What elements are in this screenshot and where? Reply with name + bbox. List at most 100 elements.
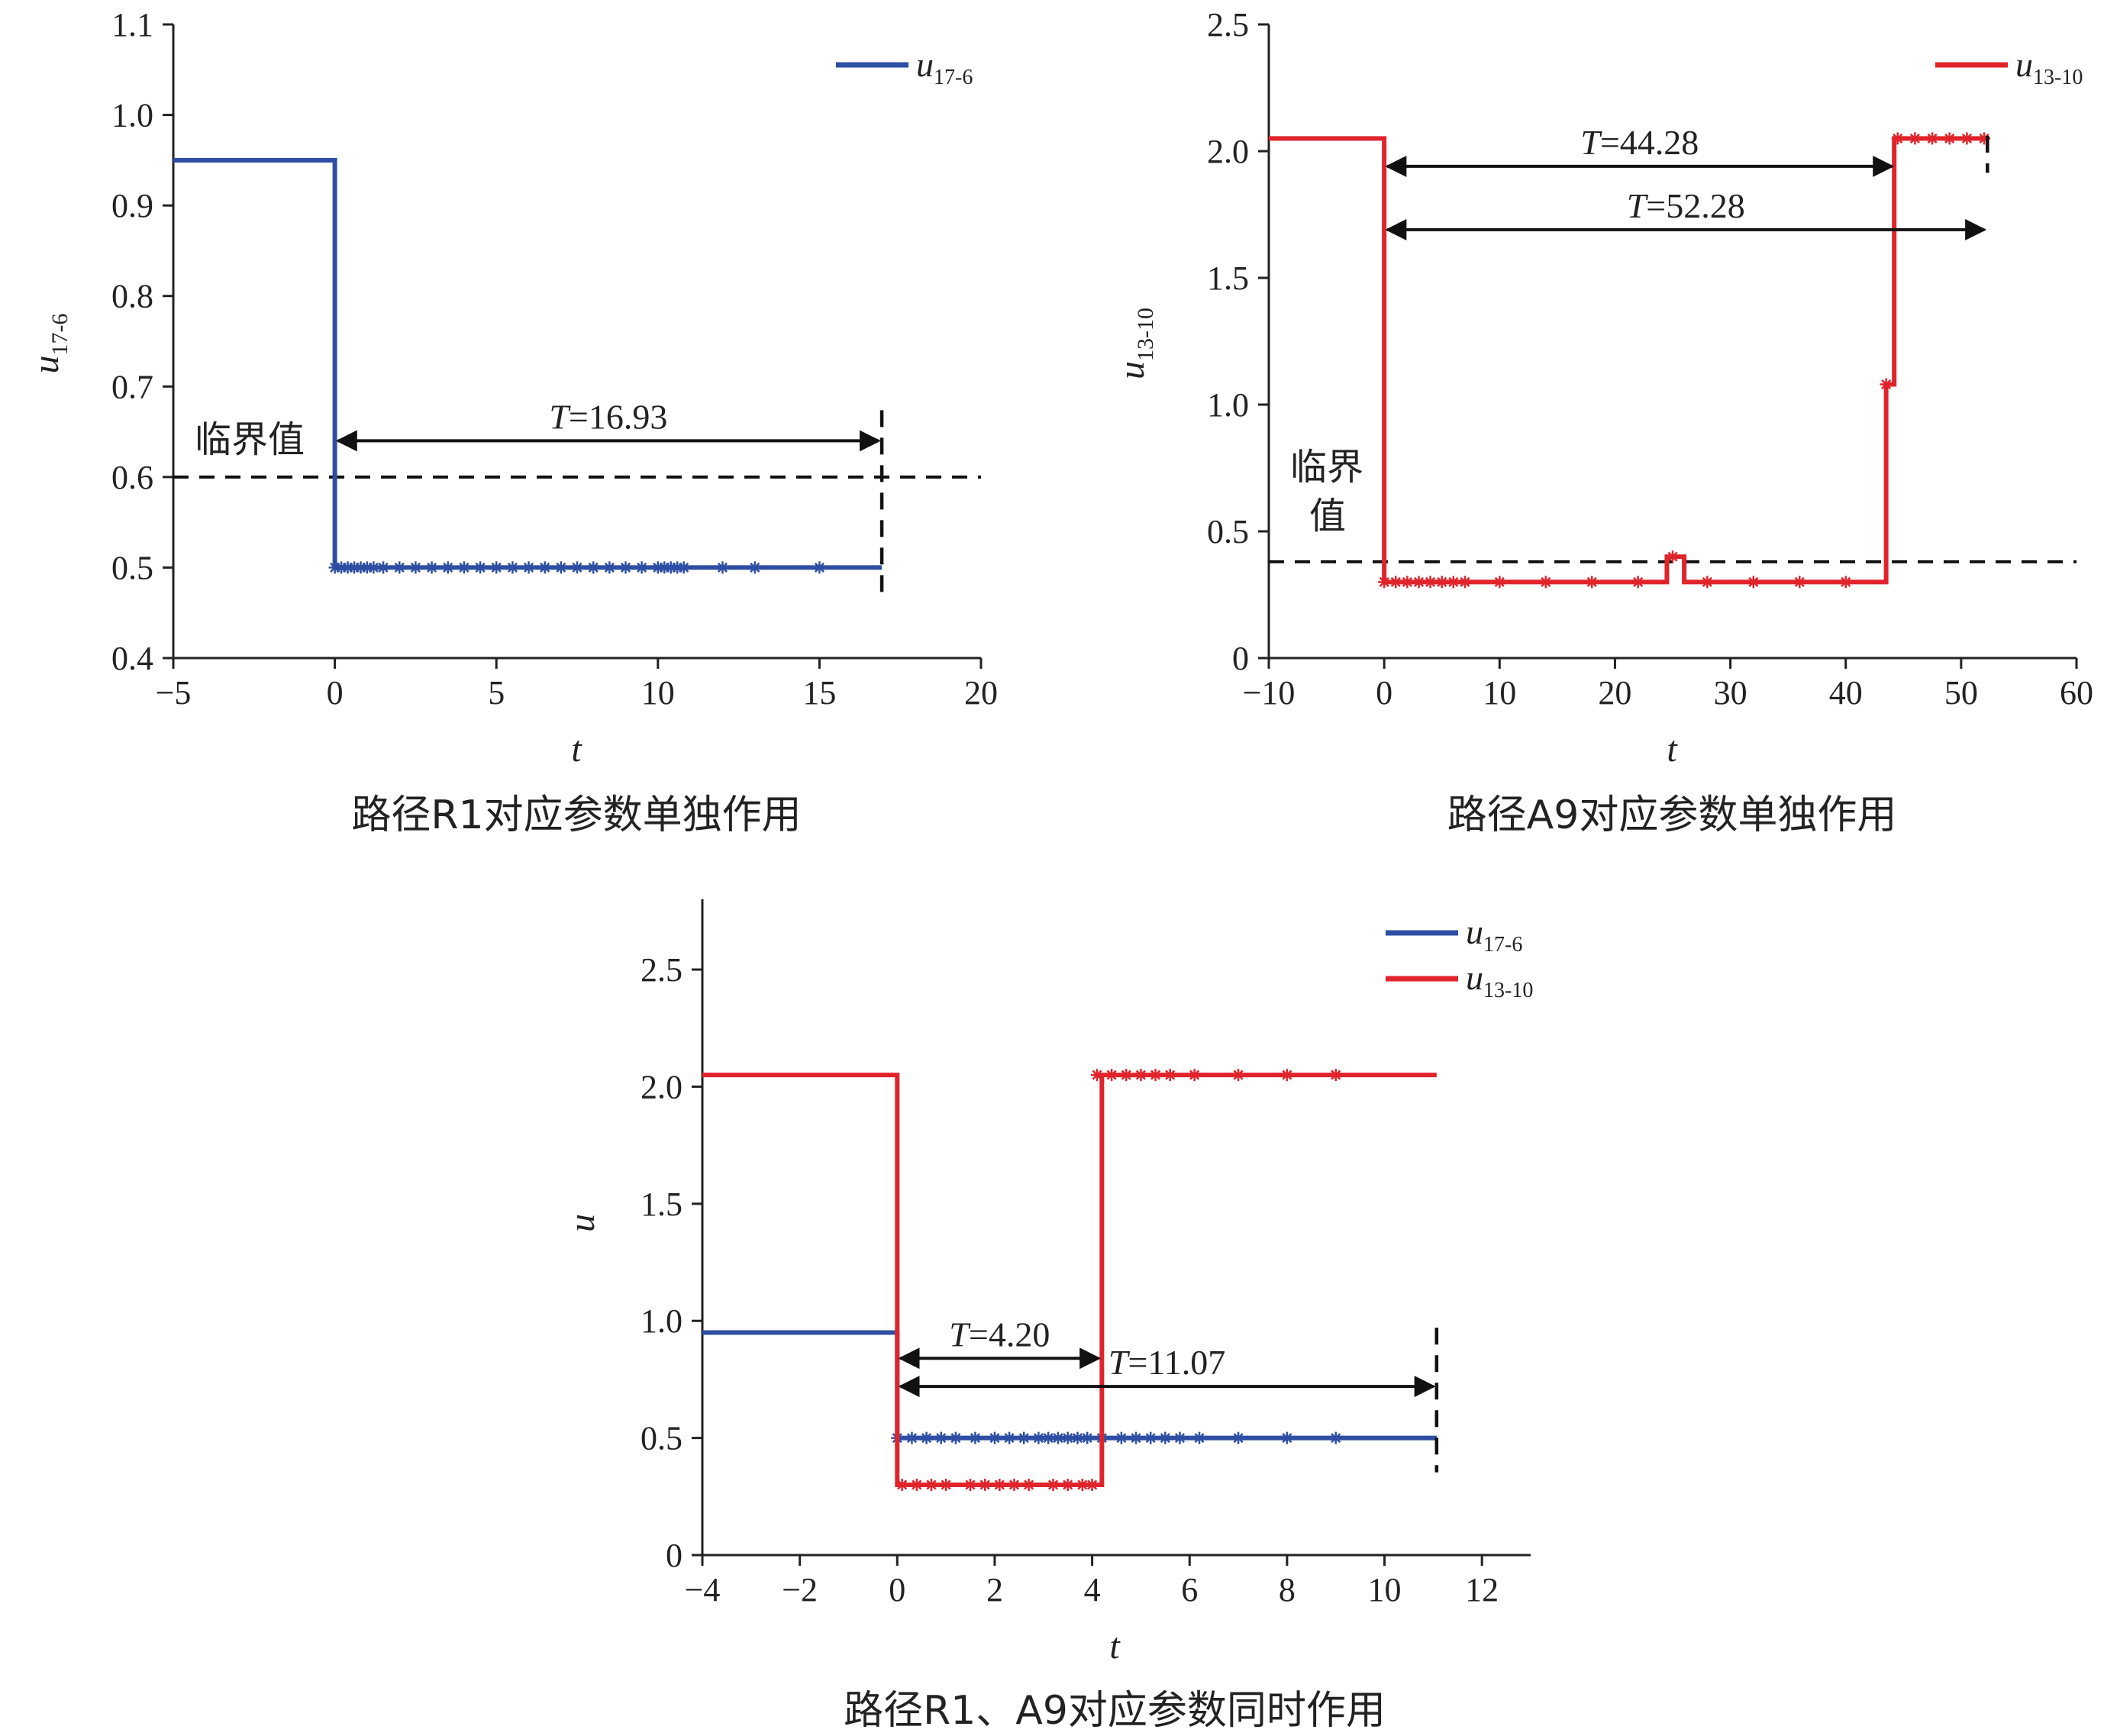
data-point-marker <box>441 561 454 574</box>
data-point-marker <box>1839 576 1852 589</box>
legend: u17-6 u13-10 <box>1386 912 1533 1002</box>
data-point-marker <box>635 561 648 574</box>
data-point-marker <box>1493 576 1506 589</box>
y-tick-label: 2.0 <box>1207 133 1249 170</box>
critical-value-label: 临界值 <box>195 418 305 461</box>
chart-caption: 路径R1对应参数单独作用 <box>351 792 801 838</box>
y-axis-label: u13-10 <box>1112 308 1158 379</box>
data-point-marker <box>1978 132 1991 145</box>
data-point-marker <box>1130 1431 1143 1444</box>
data-point-marker <box>1076 1478 1089 1491</box>
data-point-marker <box>1003 1431 1016 1444</box>
y-tick-label: 0.4 <box>111 640 153 677</box>
x-tick-label: 50 <box>1944 674 1978 712</box>
legend-label: u13-10 <box>2015 45 2083 89</box>
data-point-marker <box>895 1478 908 1491</box>
data-point-marker <box>393 561 406 574</box>
data-point-marker <box>949 1431 962 1444</box>
series-line <box>1269 136 1988 585</box>
x-tick-label: −10 <box>1243 674 1296 712</box>
data-point-marker <box>587 561 600 574</box>
data-point-marker <box>1458 576 1471 589</box>
plot-area: −10 0 10 20 30 40 50 6000.51.01.52.02.5T=44.28T… <box>1207 6 2093 712</box>
data-point-marker <box>409 561 422 574</box>
plot-area: −5 0 5 10 15 20 0.4 0.5 0.6 0.7 0.8 0.9 1.0 1.1 T=16.9… <box>111 6 998 712</box>
data-point-marker <box>571 561 583 574</box>
data-point-marker <box>651 561 664 574</box>
data-point-marker <box>1329 1431 1342 1444</box>
duration-label: T=52.28 <box>1627 186 1745 225</box>
y-tick-label: 0.9 <box>111 187 153 224</box>
x-tick-label: 12 <box>1465 1571 1499 1609</box>
y-tick-label: 1.0 <box>1207 386 1249 424</box>
duration-label: T=44.28 <box>1580 123 1699 162</box>
data-point-marker <box>1105 1069 1118 1082</box>
x-axis-label: t <box>1667 729 1678 770</box>
y-tick-label: 2.0 <box>641 1068 683 1105</box>
data-point-marker <box>1081 1431 1094 1444</box>
data-point-marker <box>1280 1431 1293 1444</box>
critical-value-label-line2: 值 <box>1309 495 1346 537</box>
x-tick-label: 10 <box>1483 674 1516 712</box>
x-tick-label: 6 <box>1181 1571 1198 1609</box>
y-tick-label: 0.5 <box>641 1420 683 1457</box>
y-tick-label: 0.6 <box>111 459 153 496</box>
data-point-marker <box>988 1431 1001 1444</box>
data-point-marker <box>1747 576 1760 589</box>
x-tick-label: 30 <box>1714 674 1747 712</box>
data-point-marker <box>1586 576 1599 589</box>
chart-caption: 路径R1、A9对应参数同时作用 <box>844 1688 1386 1734</box>
critical-value-label-line1: 临界 <box>1290 446 1363 489</box>
data-point-marker <box>677 561 690 574</box>
data-point-marker <box>1232 1069 1245 1082</box>
data-point-marker <box>1909 132 1922 145</box>
plot-area: −4 −2 0 2 4 6 8 10 12 0 0.5 1.0 1.5 2.0 2.5 T=4.20 T=11.… <box>641 899 1531 1609</box>
data-point-marker <box>1061 1478 1074 1491</box>
data-point-marker <box>425 561 438 574</box>
data-point-marker <box>1032 1431 1045 1444</box>
data-point-marker <box>905 1431 918 1444</box>
data-point-marker <box>964 1478 977 1491</box>
data-point-marker <box>1042 1431 1055 1444</box>
data-point-marker <box>969 1431 982 1444</box>
data-point-marker <box>360 561 373 574</box>
chart-caption: 路径A9对应参数单独作用 <box>1447 792 1897 838</box>
data-point-marker <box>367 561 380 574</box>
data-point-marker <box>1090 1069 1103 1082</box>
legend: u13-10 <box>1935 45 2083 89</box>
data-point-marker <box>1144 1431 1157 1444</box>
x-tick-label: 20 <box>964 674 998 712</box>
data-point-marker <box>506 561 519 574</box>
y-axis-label: u <box>562 1214 602 1232</box>
y-axis-label: u17-6 <box>26 314 73 374</box>
data-point-marker <box>1071 1431 1084 1444</box>
data-point-marker <box>910 1478 923 1491</box>
x-tick-label: 2 <box>986 1571 1003 1609</box>
data-point-marker <box>1891 132 1904 145</box>
y-tick-label: 1.5 <box>641 1186 683 1223</box>
x-tick-label: −2 <box>782 1571 818 1609</box>
y-tick-label: 0.5 <box>111 549 153 586</box>
data-point-marker <box>1120 1069 1133 1082</box>
data-point-marker <box>1435 576 1448 589</box>
y-tick-label: 1.5 <box>1207 260 1249 297</box>
data-point-marker <box>1086 1478 1099 1491</box>
data-point-marker <box>1447 576 1460 589</box>
x-axis-label: t <box>1109 1626 1121 1667</box>
x-tick-label: 5 <box>488 674 505 712</box>
y-tick-label: 2.5 <box>641 951 683 989</box>
data-point-marker <box>603 561 616 574</box>
x-tick-label: −4 <box>685 1571 721 1609</box>
data-point-marker <box>920 1431 933 1444</box>
x-tick-label: −5 <box>156 674 192 712</box>
data-point-marker <box>1960 132 1973 145</box>
legend-label-u17-6: u17-6 <box>1466 912 1522 957</box>
x-tick-label: 60 <box>2060 674 2093 712</box>
duration-label: T=16.93 <box>549 397 667 436</box>
chart-panel-r1: −5 0 5 10 15 20 0.4 0.5 0.6 0.7 0.8 0.9 1.0 1.1 T=16.9… <box>26 6 998 838</box>
data-point-marker <box>377 561 390 574</box>
data-point-marker <box>554 561 567 574</box>
data-point-marker <box>1539 576 1552 589</box>
data-point-marker <box>940 1478 953 1491</box>
